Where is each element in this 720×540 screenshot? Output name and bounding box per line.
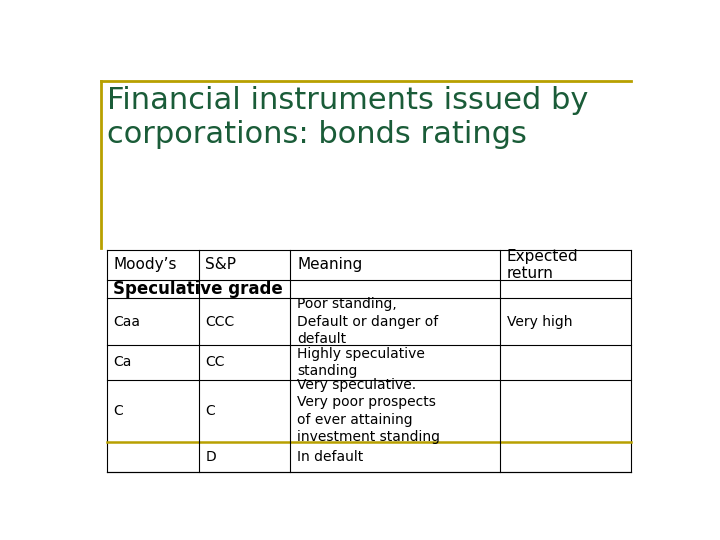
Text: Speculative grade: Speculative grade <box>114 280 283 298</box>
Text: D: D <box>205 450 216 464</box>
Text: Highly speculative
standing: Highly speculative standing <box>297 347 425 378</box>
Text: CCC: CCC <box>205 315 235 329</box>
Text: Very high: Very high <box>507 315 572 329</box>
Text: Moody’s: Moody’s <box>114 258 177 272</box>
Text: In default: In default <box>297 450 364 464</box>
Text: Very speculative.
Very poor prospects
of ever attaining
investment standing: Very speculative. Very poor prospects of… <box>297 378 440 444</box>
Text: Meaning: Meaning <box>297 258 362 272</box>
Text: Poor standing,
Default or danger of
default: Poor standing, Default or danger of defa… <box>297 298 438 346</box>
Text: C: C <box>114 404 123 418</box>
Text: CC: CC <box>205 355 225 369</box>
Text: S&P: S&P <box>205 258 236 272</box>
Text: Financial instruments issued by
corporations: bonds ratings: Financial instruments issued by corporat… <box>107 85 588 150</box>
Text: Caa: Caa <box>114 315 140 329</box>
Text: Ca: Ca <box>114 355 132 369</box>
Text: Expected
return: Expected return <box>507 249 578 281</box>
Text: C: C <box>205 404 215 418</box>
